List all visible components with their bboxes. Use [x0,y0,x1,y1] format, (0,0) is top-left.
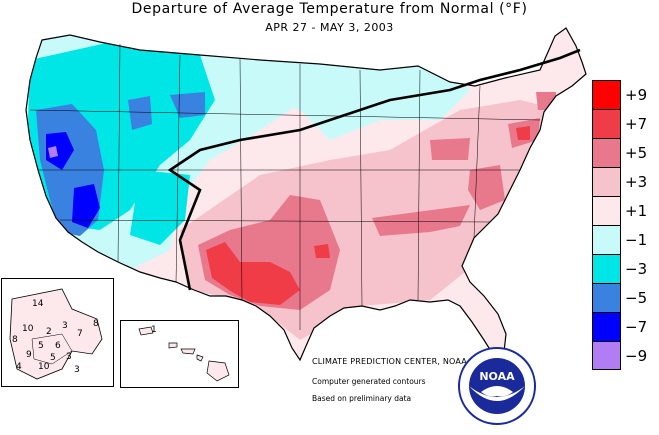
legend-label: +9 [625,86,648,104]
legend-label: −7 [625,318,648,336]
date-range: APR 27 - MAY 3, 2003 [265,21,394,34]
legend-swatch [592,312,621,341]
alaska-label: 8 [12,335,18,345]
alaska-label: 6 [55,341,61,351]
legend-label: −5 [625,289,648,307]
alaska-label: 4 [16,362,22,372]
alaska-label: 14 [32,299,44,309]
alaska-label: 5 [50,353,56,363]
legend-swatch [592,196,621,225]
hawaii-islands [138,326,230,382]
alaska-outline [9,288,103,380]
legend-swatch [592,225,621,254]
alaska-label: 10 [22,324,34,334]
alaska-label: 3 [62,321,68,331]
legend-frame [592,80,621,370]
credit-method: Computer generated contours [312,377,426,386]
alaska-label: 7 [77,329,83,339]
legend-label: +5 [625,144,648,162]
legend-label: −3 [625,260,648,278]
alaska-label: 3 [66,352,72,362]
legend-label: +3 [625,173,648,191]
legend-label: +7 [625,115,648,133]
legend-swatch [592,167,621,196]
legend-label: +1 [625,202,648,220]
alaska-label: 9 [26,350,32,360]
legend-swatch [592,341,621,370]
alaska-label: 10 [38,362,50,372]
logo-text: NOAA [479,370,515,383]
legend-label: −9 [625,347,648,365]
alaska-inset: 14 8 10 2 3 7 5 8 6 9 3 10 5 3 4 [1,278,114,387]
legend-label: −1 [625,231,648,249]
map-title: Departure of Average Temperature from No… [131,1,528,17]
alaska-label: 2 [46,327,52,337]
hawaii-inset: 1 [120,320,239,388]
legend-swatch [592,109,621,138]
legend-swatch [592,254,621,283]
state-borders [29,43,541,330]
alaska-label: 3 [74,365,80,375]
alaska-label: 5 [38,341,44,351]
alaska-label: 8 [93,319,99,329]
credit-data-note: Based on preliminary data [312,394,412,403]
zero-contour-line [167,48,581,291]
legend-swatch [592,283,621,312]
legend-swatch [592,138,621,167]
hawaii-label: 1 [151,325,157,335]
noaa-seal-icon: NOAA [458,347,536,425]
credit-agency: CLIMATE PREDICTION CENTER, NOAA [312,357,467,366]
